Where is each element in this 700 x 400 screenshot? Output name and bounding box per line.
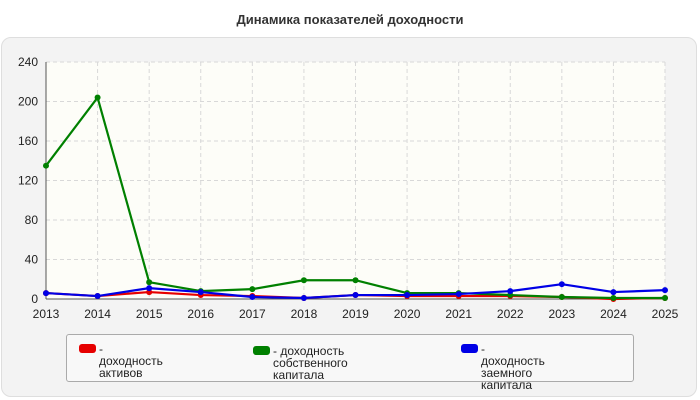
data-point-debt: [94, 293, 101, 300]
chart-legend: - доходность активов - доходность собств…: [66, 334, 634, 391]
data-point-debt: [249, 294, 256, 301]
x-tick-label: 2023: [548, 307, 575, 321]
data-point-equity: [352, 277, 359, 284]
data-point-debt: [300, 295, 307, 302]
data-point-equity: [146, 279, 153, 286]
legend-swatch-equity: [253, 346, 270, 355]
legend-label-debt: - доходность заемного капитала: [481, 342, 545, 392]
legend-swatch-debt: [461, 344, 478, 353]
x-tick-label: 2017: [239, 307, 266, 321]
y-tick-label: 40: [25, 253, 39, 267]
data-point-debt: [352, 292, 359, 299]
x-tick-label: 2021: [445, 307, 472, 321]
x-tick-label: 2020: [394, 307, 421, 321]
data-point-debt: [43, 290, 49, 297]
legend-label-assets: - доходность активов: [99, 342, 163, 380]
legend-label-equity: - доходность собственного капитала: [273, 344, 348, 382]
data-point-debt: [610, 289, 617, 296]
x-tick-label: 2018: [291, 307, 318, 321]
x-tick-label: 2022: [497, 307, 524, 321]
data-point-equity: [558, 294, 565, 301]
x-tick-label: 2014: [84, 307, 111, 321]
data-point-debt: [146, 285, 153, 292]
data-point-debt: [404, 292, 411, 299]
y-tick-label: 120: [18, 174, 38, 188]
data-point-debt: [558, 281, 565, 288]
y-tick-label: 0: [31, 292, 38, 306]
data-point-equity: [662, 295, 668, 302]
data-point-equity: [300, 277, 307, 284]
data-point-equity: [43, 162, 49, 169]
x-tick-label: 2016: [187, 307, 214, 321]
legend-swatch-assets: [79, 344, 96, 353]
data-point-debt: [662, 287, 668, 294]
data-point-equity: [249, 286, 256, 293]
x-tick-label: 2013: [33, 307, 60, 321]
data-point-debt: [455, 291, 462, 298]
data-point-debt: [197, 289, 204, 296]
x-tick-label: 2019: [342, 307, 369, 321]
data-point-equity: [94, 94, 101, 101]
y-tick-label: 200: [18, 95, 38, 109]
data-point-debt: [507, 288, 514, 295]
y-tick-label: 80: [25, 213, 39, 227]
y-tick-label: 160: [18, 134, 38, 148]
chart-title: Динамика показателей доходности: [236, 12, 464, 27]
x-tick-label: 2025: [652, 307, 679, 321]
y-tick-label: 240: [18, 55, 38, 69]
data-point-equity: [610, 295, 617, 302]
x-tick-label: 2024: [600, 307, 627, 321]
x-tick-label: 2015: [136, 307, 163, 321]
